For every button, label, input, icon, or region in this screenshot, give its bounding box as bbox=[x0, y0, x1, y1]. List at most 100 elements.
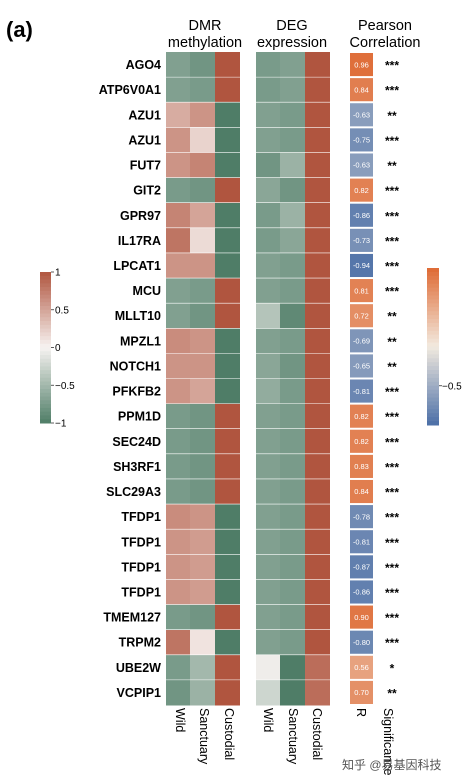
colorbar-segment bbox=[427, 299, 439, 304]
pearson-cell bbox=[350, 505, 373, 529]
pearson-value: 0.84 bbox=[354, 85, 369, 94]
colorbar-segment bbox=[40, 404, 51, 409]
dmr-cell bbox=[166, 328, 191, 354]
dmr-cell bbox=[215, 478, 240, 505]
significance-mark: ** bbox=[387, 360, 397, 374]
colorbar-segment bbox=[40, 324, 51, 330]
deg-cell bbox=[280, 579, 305, 606]
colorbar-segment bbox=[40, 309, 51, 315]
gene-label: TFDP1 bbox=[121, 560, 161, 574]
colorbar-segment bbox=[427, 362, 439, 367]
significance-mark: *** bbox=[385, 285, 399, 299]
dmr-cell bbox=[215, 453, 240, 480]
colorbar-segment bbox=[427, 271, 439, 277]
dmr-cell bbox=[215, 52, 240, 78]
colorbar-segment bbox=[427, 268, 439, 273]
colorbar-segment bbox=[427, 326, 439, 332]
gene-label: AZU1 bbox=[128, 108, 161, 122]
pearson-cell bbox=[350, 379, 373, 403]
deg-cell bbox=[256, 679, 281, 706]
gene-label: TFDP1 bbox=[121, 510, 161, 524]
gene-label: TFDP1 bbox=[121, 535, 161, 549]
significance-mark: *** bbox=[385, 184, 399, 198]
dmr-heatmap bbox=[166, 52, 240, 706]
colorbar-segment bbox=[427, 346, 439, 351]
dmr-cell bbox=[190, 504, 215, 530]
dmr-cell bbox=[215, 428, 240, 455]
dmr-cell bbox=[166, 579, 191, 606]
pearson-cell bbox=[350, 203, 373, 227]
deg-cell bbox=[280, 504, 305, 530]
pearson-header-line1: Pearson bbox=[358, 18, 412, 34]
dmr-cell bbox=[215, 252, 240, 279]
colorbar-segment bbox=[40, 317, 51, 322]
deg-cell bbox=[256, 227, 281, 254]
pearson-value: -0.63 bbox=[353, 161, 370, 170]
pearson-cell bbox=[350, 178, 373, 202]
deg-cell bbox=[256, 428, 281, 455]
deg-cell bbox=[305, 278, 330, 304]
dmr-cell bbox=[166, 278, 191, 304]
deg-cell bbox=[305, 604, 330, 631]
deg-cell bbox=[305, 127, 330, 153]
colorbar-segment bbox=[40, 332, 51, 337]
significance-mark: *** bbox=[385, 209, 399, 223]
pearson-cell bbox=[350, 655, 373, 679]
dmr-cell bbox=[166, 227, 191, 254]
colorbar-segment bbox=[40, 385, 51, 390]
deg-cell bbox=[280, 252, 305, 279]
deg-cell bbox=[256, 654, 281, 681]
dmr-cell bbox=[215, 654, 240, 681]
deg-cell bbox=[305, 102, 330, 128]
colorbar-segment bbox=[427, 287, 439, 293]
pearson-cell bbox=[350, 304, 373, 328]
dmr-cell bbox=[190, 328, 215, 354]
deg-cell bbox=[305, 629, 330, 656]
pearson-cell bbox=[350, 605, 373, 629]
deg-cell bbox=[256, 102, 281, 128]
gene-label: SH3RF1 bbox=[113, 460, 161, 474]
dmr-cell bbox=[166, 303, 191, 329]
pearson-value: -0.69 bbox=[353, 337, 370, 346]
pearson-cell bbox=[350, 479, 373, 504]
dmr-cell bbox=[190, 428, 215, 455]
deg-cell bbox=[256, 202, 281, 229]
pearson-value: 0.72 bbox=[354, 311, 369, 320]
pearson-cell bbox=[350, 404, 373, 428]
pearson-value: -0.81 bbox=[353, 387, 370, 396]
deg-cell bbox=[280, 278, 305, 304]
colorbar-segment bbox=[40, 287, 51, 292]
pearson-cell bbox=[350, 103, 373, 127]
dmr-cell bbox=[190, 529, 215, 555]
colorbar-segment bbox=[427, 389, 439, 395]
dmr-cell bbox=[166, 403, 191, 430]
colorbar-segment bbox=[427, 307, 439, 312]
dmr-cell bbox=[166, 629, 191, 656]
pearson-cell bbox=[350, 454, 373, 478]
deg-cell bbox=[256, 378, 281, 405]
deg-cell bbox=[256, 252, 281, 279]
colorbar-segment bbox=[40, 362, 51, 367]
gene-label: AGO4 bbox=[126, 58, 161, 72]
pearson-value: -0.65 bbox=[353, 362, 370, 371]
colorbar-segment bbox=[40, 377, 51, 382]
pearson-cell bbox=[350, 228, 373, 252]
deg-cell bbox=[280, 152, 305, 179]
significance-mark: *** bbox=[385, 385, 399, 399]
dmr-cell bbox=[190, 152, 215, 179]
colorbar-segment bbox=[427, 279, 439, 285]
dmr-cell bbox=[166, 127, 191, 153]
right-colorbar-legend: −0.5 bbox=[427, 268, 462, 426]
deg-cell bbox=[280, 102, 305, 128]
colorbar-segment bbox=[427, 385, 439, 391]
colorbar-segment bbox=[40, 389, 51, 394]
significance-mark: *** bbox=[385, 460, 399, 474]
significance-mark: ** bbox=[387, 335, 397, 349]
dmr-cell bbox=[215, 579, 240, 606]
deg-cell bbox=[256, 152, 281, 179]
significance-mark: ** bbox=[387, 159, 397, 173]
deg-cell bbox=[280, 629, 305, 656]
dmr-cell bbox=[215, 504, 240, 530]
deg-cell bbox=[256, 303, 281, 329]
colorbar-segment bbox=[427, 354, 439, 359]
